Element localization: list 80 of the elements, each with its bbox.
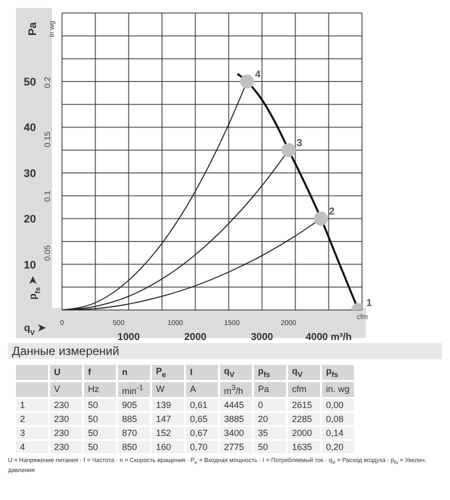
text: 3885 <box>224 414 244 424</box>
point <box>282 143 296 158</box>
category-label: I <box>190 367 193 378</box>
text: Данные измерений <box>12 344 120 358</box>
text: Hz <box>88 384 99 394</box>
text: 0,67 <box>190 428 208 438</box>
text: 20 <box>258 414 268 424</box>
text: 4445 <box>224 400 244 410</box>
category-label: q$_{V}$ <box>292 366 303 379</box>
text: W <box>156 384 164 394</box>
text: 3400 <box>224 428 244 438</box>
category-label: 2 <box>20 414 26 424</box>
text: 50 <box>88 428 98 438</box>
text: 2615 <box>292 400 312 410</box>
annotation: 1 <box>366 298 372 309</box>
text: 139 <box>156 400 172 410</box>
y-tick-label: 40 <box>24 122 36 134</box>
x-tick-label: 2000 <box>184 332 207 343</box>
category-label: P$_{e}$ <box>156 366 166 379</box>
text: 230 <box>54 414 70 424</box>
text: 905 <box>122 400 138 410</box>
text: 885 <box>122 414 138 424</box>
text: 2000 <box>292 428 312 438</box>
y-tick-label: 10 <box>24 259 36 272</box>
text: 50 <box>88 400 98 410</box>
text: 50 <box>258 442 268 452</box>
category-label: p$_{fs}$ <box>258 366 270 379</box>
y2-tick-label: 0.05 <box>43 244 52 261</box>
text: 0 <box>258 400 264 410</box>
y2-tick-label: 0.1 <box>43 190 52 202</box>
category-label: n <box>122 367 128 378</box>
text: 0,00 <box>326 400 344 410</box>
y-tick-label: 30 <box>24 168 36 180</box>
text: 0,65 <box>190 414 208 424</box>
y2-tick-label: 0.15 <box>43 130 52 148</box>
category-label: U <box>54 367 60 378</box>
text: 2285 <box>292 414 312 424</box>
text: 1635 <box>292 442 312 452</box>
category-label: 3 <box>20 428 26 438</box>
text: A <box>190 384 196 394</box>
x-tick-label: 4000 m³/h <box>306 332 352 343</box>
text: V <box>54 384 60 394</box>
text: 230 <box>54 428 70 438</box>
text: 152 <box>156 428 172 438</box>
annotation: 2 <box>329 206 335 218</box>
text: 230 <box>54 442 70 452</box>
text: 870 <box>122 428 138 438</box>
y-axis-title: Pa <box>27 21 39 36</box>
text: 230 <box>54 400 70 410</box>
x-tick-label: 3000 <box>250 332 274 343</box>
y2-tick-label: 0.2 <box>43 76 52 88</box>
category-label: q$_{V}$ <box>224 366 235 379</box>
annotation: 3 <box>296 138 303 150</box>
text: 147 <box>156 414 172 424</box>
text: 50 <box>88 414 98 424</box>
text: 35 <box>258 428 268 438</box>
text: Pa <box>258 384 270 394</box>
x-tick-label: 1000 <box>118 332 140 343</box>
text: 850 <box>122 442 138 452</box>
text: 0,08 <box>326 414 344 424</box>
text: 2775 <box>224 442 244 452</box>
text: q$_{V}$ ➤ <box>24 323 47 336</box>
y-tick-label: 50 <box>24 76 36 89</box>
point <box>240 74 254 89</box>
category-label: f <box>88 367 91 378</box>
text: in. wg <box>326 384 350 394</box>
text: 0,70 <box>190 442 208 452</box>
text: 0,61 <box>190 400 208 410</box>
text: 0,14 <box>326 428 344 438</box>
text: 50 <box>88 442 98 452</box>
category-label: 4 <box>20 442 26 452</box>
text: cfm <box>292 384 306 394</box>
text: 160 <box>156 442 172 452</box>
category-label: p$_{fs}$ <box>326 366 338 379</box>
y-tick-label: 20 <box>24 214 36 226</box>
text: m$^{3}$/h <box>224 382 244 396</box>
text: min$^{-1}$ <box>122 382 144 396</box>
text: 0,20 <box>326 442 344 452</box>
annotation: 4 <box>255 70 261 81</box>
category-label: 1 <box>20 400 26 410</box>
